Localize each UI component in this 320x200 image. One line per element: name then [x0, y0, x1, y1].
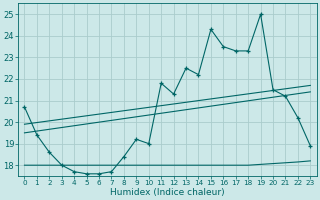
X-axis label: Humidex (Indice chaleur): Humidex (Indice chaleur) — [110, 188, 225, 197]
